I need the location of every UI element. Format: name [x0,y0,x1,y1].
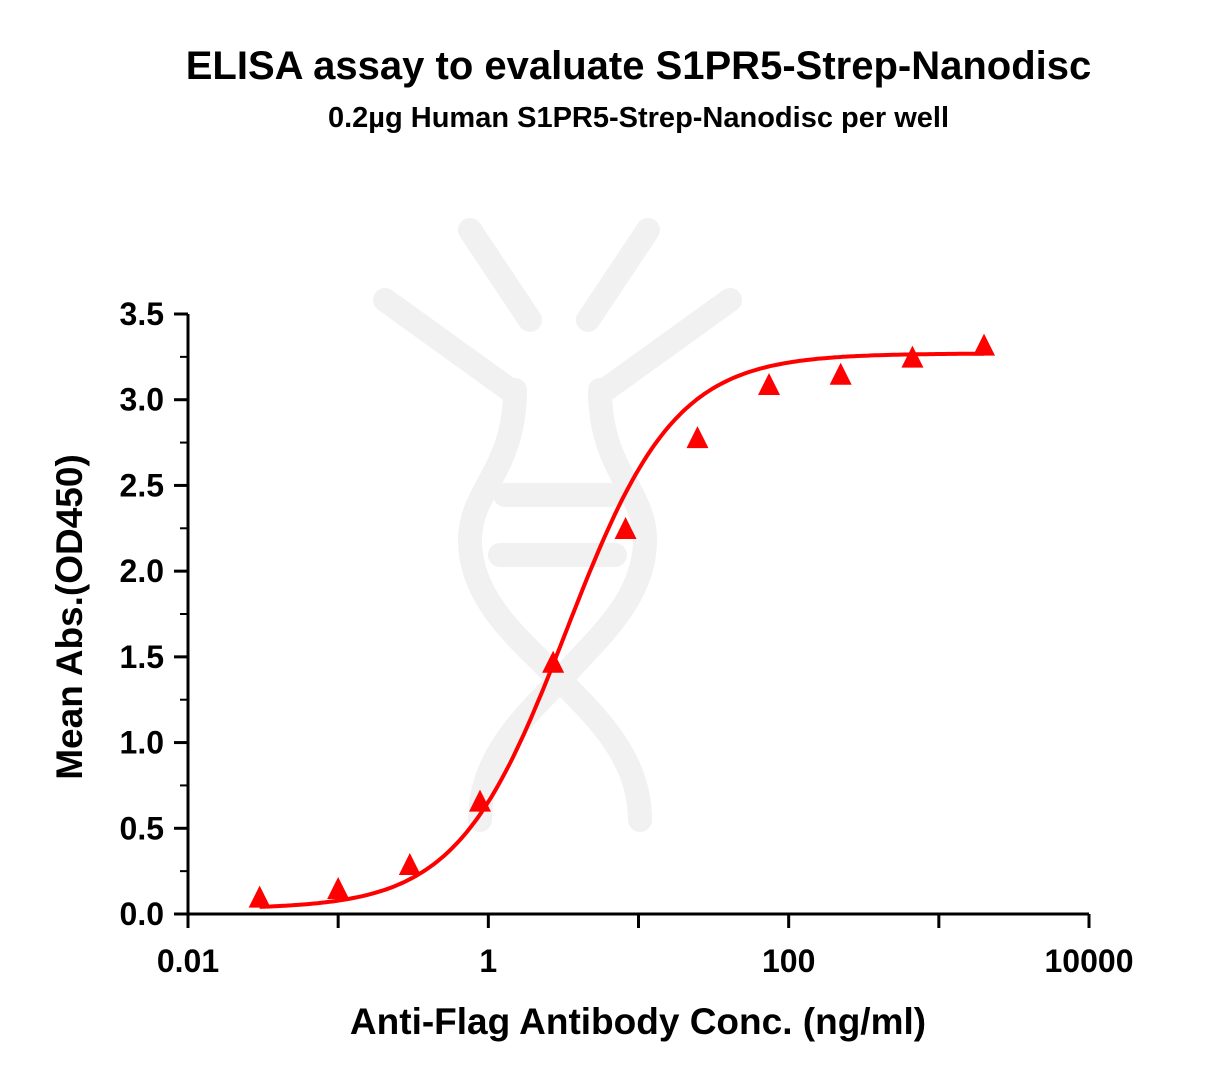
tick-labels-layer: 0.0 0.5 1.0 1.5 2.0 2.5 3.0 3.5 0.01 1 100 10000 [120,296,1134,979]
data-point [973,333,996,356]
data-point [468,789,491,812]
data-point [248,885,271,908]
data-point [829,362,852,385]
data-points-layer [248,333,996,908]
data-point [901,345,924,368]
chart-title: ELISA assay to evaluate S1PR5-Strep-Nano… [185,44,1092,88]
data-point [398,853,421,875]
data-point [327,877,350,899]
x-tick-label: 1 [479,943,497,979]
x-tick-label: 100 [762,943,815,979]
y-axis-title: Mean Abs.(OD450) [49,454,90,780]
x-tick-label: 10000 [1045,943,1134,979]
y-tick-label: 2.0 [120,553,164,589]
fit-curve [259,351,984,909]
y-tick-label: 3.5 [120,296,164,332]
watermark-logo [373,218,742,832]
axes [174,312,1091,928]
y-tick-label: 0.0 [120,896,164,932]
data-point [686,426,709,449]
data-point [758,373,781,395]
fit-curve-layer [259,351,984,909]
y-tick-label: 2.5 [120,467,164,503]
y-tick-label: 3.0 [120,382,164,418]
chart-subtitle: 0.2µg Human S1PR5-Strep-Nanodisc per wel… [327,102,950,134]
x-axis-title: Anti-Flag Antibody Conc. (ng/ml) [350,1001,926,1042]
x-tick-label: 0.01 [157,943,219,979]
y-tick-label: 0.5 [120,810,164,846]
y-tick-label: 1.5 [120,639,164,675]
data-point [542,650,565,673]
data-point [614,517,637,539]
y-tick-label: 1.0 [120,725,164,761]
